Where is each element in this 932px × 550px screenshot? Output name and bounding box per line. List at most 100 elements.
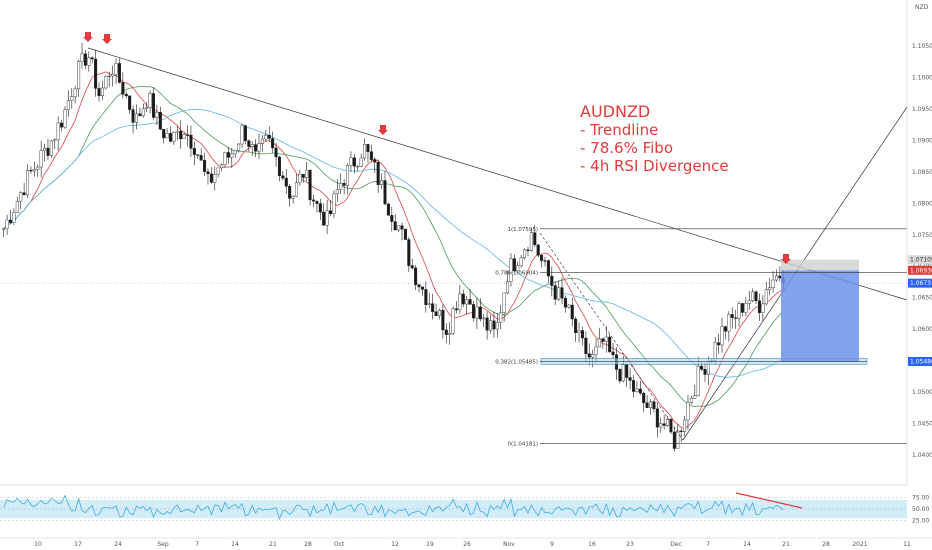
candle [414,265,418,291]
candle [720,317,724,353]
candle [305,161,309,182]
red-arrow-marker [378,125,388,135]
price-axis-tick: 1.10000 [912,74,932,81]
candle [506,270,510,295]
candle [318,198,322,221]
candle [540,254,544,268]
candle [444,323,448,344]
time-axis-label: 7 [195,541,199,548]
candle [451,306,455,336]
candle [383,170,387,206]
candle [128,95,132,114]
candle [632,375,636,398]
time-axis-label: Nov [503,541,515,548]
candle [744,296,748,317]
candle [393,214,397,231]
candle [683,415,687,436]
candle [655,403,659,438]
candle [397,225,401,233]
time-axis-label: 7 [706,541,710,548]
candle [662,415,666,430]
candle [260,135,264,152]
candle [363,138,367,161]
candle [489,314,493,334]
price-axis-tick: 1.10500 [912,43,932,50]
candle [32,161,36,177]
candle [597,327,601,348]
candle [240,124,244,148]
candle [43,143,47,162]
candle [237,143,241,153]
fib-level-label: 1(1.07595) [507,227,538,233]
candle [12,208,16,226]
time-axis-label: 28 [822,541,830,548]
svg-text:1.05486: 1.05486 [910,358,932,365]
candle [2,228,6,238]
candle [182,132,186,140]
candle [499,305,503,330]
candle [80,42,84,69]
candle [747,290,751,310]
candle [373,156,377,173]
candle [410,258,414,270]
candle [148,90,152,114]
candle [567,304,571,309]
candle [376,159,380,193]
candle [77,60,81,97]
candle [335,179,339,202]
candle [390,206,394,232]
annotation-line-2: - 78.6% Fibo [580,139,673,157]
time-axis-label: Oct [334,541,345,548]
candle [111,65,115,87]
candle [107,71,111,87]
time-axis-label: Dec [670,541,682,548]
candle [553,280,557,306]
candle [580,326,584,346]
candle [601,337,605,349]
candle [315,200,319,213]
candle [485,311,489,340]
candle [70,87,74,109]
candle [642,391,646,413]
time-axis-label: 21 [269,541,277,548]
price-tag: 1.05486 [908,356,932,366]
candle [189,125,193,157]
time-axis-label: Sep [157,541,169,548]
candle [322,203,326,227]
candle [342,178,346,195]
candle [352,153,356,174]
time-axis-label: 16 [588,541,596,548]
candle [754,290,758,305]
candle [509,253,513,287]
candle [121,72,125,99]
candle [676,424,680,449]
candle [145,102,149,113]
candle [349,151,353,173]
svg-text:1.06936: 1.06936 [910,267,932,274]
candle [53,138,57,150]
candle [730,307,734,329]
candle [216,167,220,178]
price-axis-tick: 1.04500 [912,421,932,428]
candle [546,259,550,283]
candle [298,169,302,186]
candle [39,140,43,178]
candle [659,417,663,433]
candle [529,228,533,252]
rsi-axis-tick: 25.00 [912,518,929,525]
time-axis-label: 10 [34,541,42,548]
candle [737,301,741,327]
candle [274,142,278,167]
moving-averages [3,71,784,430]
candle [635,381,639,393]
candle [230,147,234,169]
currency-label: NZD [915,4,929,11]
price-axis-tick: 1.09000 [912,137,932,144]
candle [223,151,227,168]
candle [431,293,435,320]
candle [56,116,60,151]
time-axis-label: 9 [550,541,554,548]
candle [22,182,26,196]
candle [94,49,98,97]
trendline [87,47,908,301]
